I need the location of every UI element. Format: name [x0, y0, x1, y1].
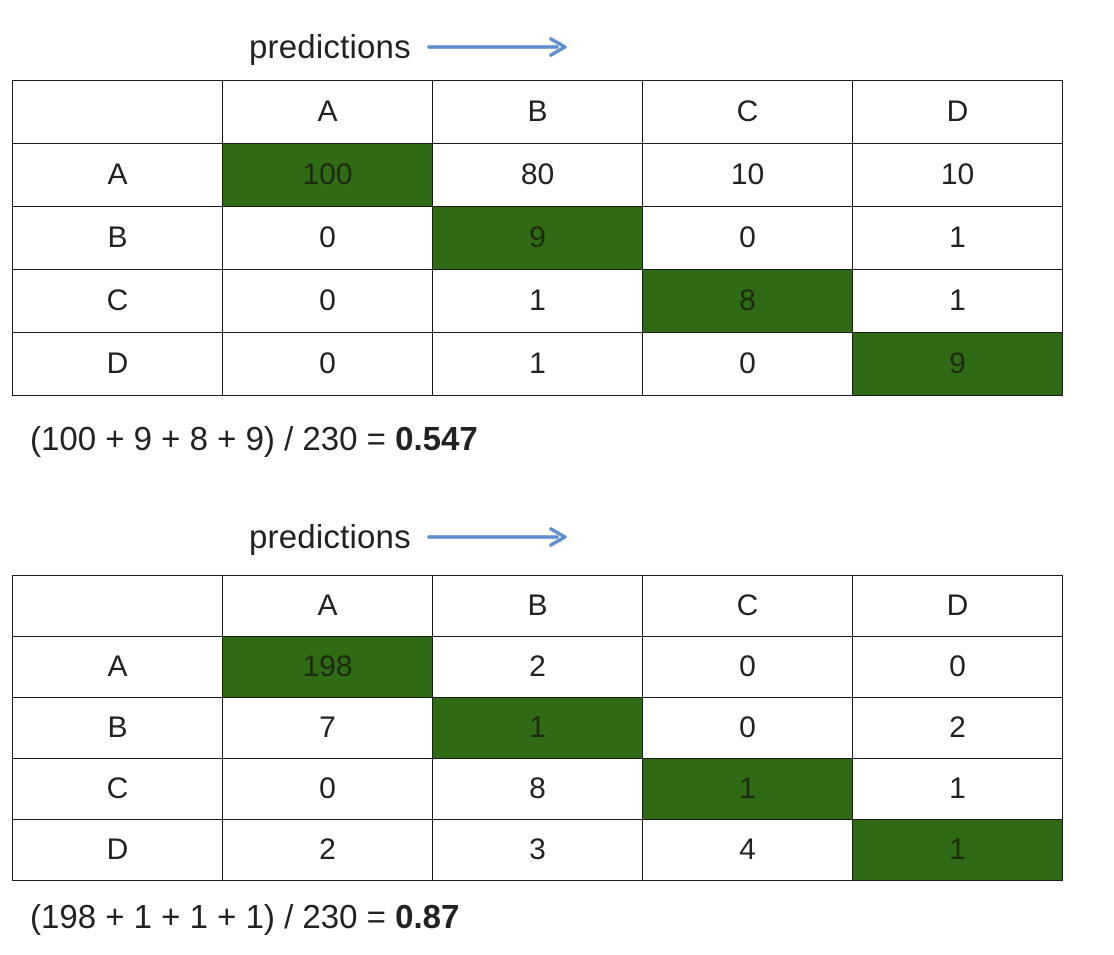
- column-header-b: B: [432, 575, 643, 637]
- row-header-d: D: [12, 819, 223, 881]
- matrix-cell: 2: [432, 636, 643, 698]
- column-header-c: C: [642, 575, 853, 637]
- table-row: B 7 1 0 2: [12, 697, 1063, 759]
- confusion-matrix-2: predictions A B C D A 198 2 0 0 B 7 1 0 …: [0, 490, 1114, 955]
- right-arrow-icon: [427, 37, 567, 57]
- formula-expression: (198 + 1 + 1 + 1) / 230 =: [30, 898, 396, 935]
- matrix-cell: 80: [432, 143, 643, 207]
- matrix-cell: 10: [642, 143, 853, 207]
- matrix-cell: 0: [642, 206, 853, 270]
- matrix-cell: 0: [222, 758, 433, 820]
- matrix-cell: 8: [432, 758, 643, 820]
- diagonal-cell: 198: [222, 636, 433, 698]
- column-header-a: A: [222, 80, 433, 144]
- table-row: C 0 1 8 1: [12, 269, 1063, 333]
- diagonal-cell: 1: [432, 697, 643, 759]
- column-header-a: A: [222, 575, 433, 637]
- matrix-cell: 0: [222, 206, 433, 270]
- header-row: A B C D: [12, 575, 1063, 637]
- matrix-cell: 7: [222, 697, 433, 759]
- header-row: A B C D: [12, 80, 1063, 144]
- diagonal-cell: 1: [642, 758, 853, 820]
- matrix-cell: 0: [642, 332, 853, 396]
- predictions-header: predictions: [249, 517, 573, 557]
- matrix-cell: 1: [852, 758, 1063, 820]
- table-row: D 0 1 0 9: [12, 332, 1063, 396]
- accuracy-result: 0.87: [395, 898, 460, 935]
- row-header-a: A: [12, 636, 223, 698]
- row-header-a: A: [12, 143, 223, 207]
- table-row: A 198 2 0 0: [12, 636, 1063, 698]
- table-row: C 0 8 1 1: [12, 758, 1063, 820]
- accuracy-formula: (198 + 1 + 1 + 1) / 230 = 0.87: [30, 898, 459, 936]
- diagonal-cell: 9: [432, 206, 643, 270]
- predictions-label: predictions: [249, 28, 411, 65]
- table-row: D 2 3 4 1: [12, 819, 1063, 881]
- corner-cell: [12, 575, 223, 637]
- diagonal-cell: 9: [852, 332, 1063, 396]
- predictions-header: predictions: [249, 27, 573, 67]
- matrix-cell: 0: [642, 697, 853, 759]
- matrix-table: A B C D A 198 2 0 0 B 7 1 0 2 C 0 8 1 1 …: [12, 575, 1063, 881]
- row-header-c: C: [12, 758, 223, 820]
- predictions-label: predictions: [249, 518, 411, 555]
- matrix-cell: 0: [222, 332, 433, 396]
- row-header-d: D: [12, 332, 223, 396]
- matrix-table: A B C D A 100 80 10 10 B 0 9 0 1 C 0 1 8…: [12, 80, 1063, 396]
- row-header-b: B: [12, 697, 223, 759]
- accuracy-result: 0.547: [395, 420, 478, 457]
- matrix-cell: 0: [642, 636, 853, 698]
- table-row: A 100 80 10 10: [12, 143, 1063, 207]
- matrix-cell: 2: [222, 819, 433, 881]
- column-header-d: D: [852, 80, 1063, 144]
- matrix-cell: 1: [432, 269, 643, 333]
- matrix-cell: 0: [852, 636, 1063, 698]
- matrix-cell: 1: [432, 332, 643, 396]
- confusion-matrix-1: predictions A B C D A 100 80 10 10 B 0 9…: [12, 27, 1063, 458]
- column-header-b: B: [432, 80, 643, 144]
- formula-expression: (100 + 9 + 8 + 9) / 230 =: [30, 420, 396, 457]
- row-header-c: C: [12, 269, 223, 333]
- matrix-cell: 2: [852, 697, 1063, 759]
- matrix-cell: 10: [852, 143, 1063, 207]
- table-row: B 0 9 0 1: [12, 206, 1063, 270]
- diagonal-cell: 8: [642, 269, 853, 333]
- column-header-d: D: [852, 575, 1063, 637]
- right-arrow-icon: [427, 527, 567, 547]
- corner-cell: [12, 80, 223, 144]
- diagonal-cell: 100: [222, 143, 433, 207]
- matrix-cell: 1: [852, 206, 1063, 270]
- matrix-cell: 1: [852, 269, 1063, 333]
- matrix-cell: 3: [432, 819, 643, 881]
- accuracy-formula: (100 + 9 + 8 + 9) / 230 = 0.547: [30, 420, 478, 458]
- row-header-b: B: [12, 206, 223, 270]
- column-header-c: C: [642, 80, 853, 144]
- matrix-cell: 4: [642, 819, 853, 881]
- matrix-cell: 0: [222, 269, 433, 333]
- diagonal-cell: 1: [852, 819, 1063, 881]
